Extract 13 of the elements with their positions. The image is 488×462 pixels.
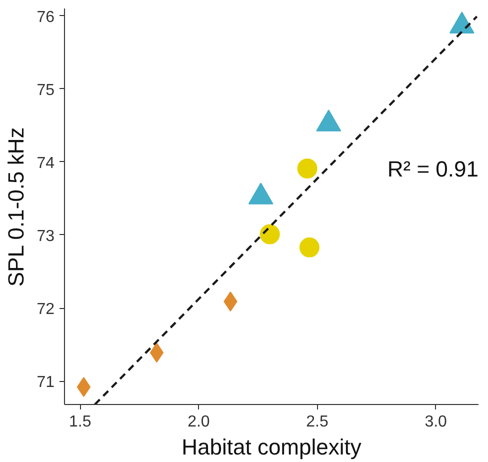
y-tick-label: 73 bbox=[36, 228, 55, 245]
x-tick-label: 3.0 bbox=[424, 414, 448, 430]
x-tick-label: 1.5 bbox=[69, 414, 92, 430]
y-tick-label: 76 bbox=[36, 8, 55, 26]
annotation: R² = 0.91 bbox=[387, 156, 479, 182]
y-tick-label: 74 bbox=[36, 154, 55, 172]
y-tick-label: 75 bbox=[36, 82, 55, 99]
y-tick-label: 71 bbox=[36, 374, 55, 392]
y-axis-title: SPL 0.1-0.5 kHz bbox=[4, 127, 29, 287]
x-tick-label: 2.5 bbox=[306, 414, 328, 430]
x-tick-label: 2.0 bbox=[188, 414, 210, 430]
y-tick-label: 72 bbox=[36, 301, 55, 318]
x-axis-title: Habitat complexity bbox=[182, 434, 362, 460]
